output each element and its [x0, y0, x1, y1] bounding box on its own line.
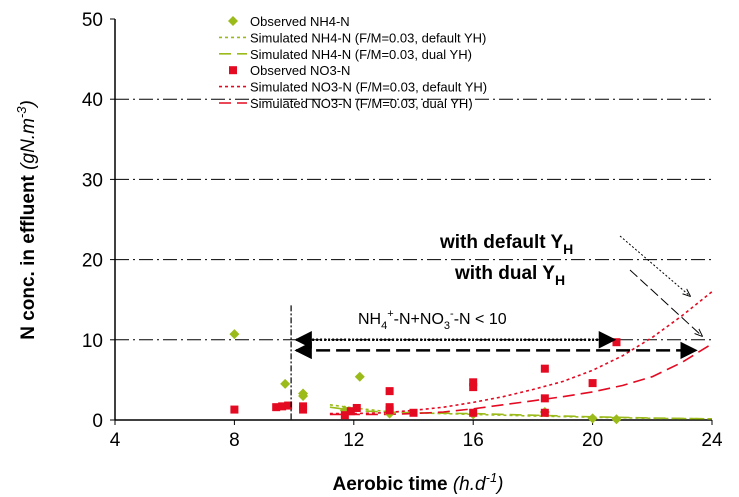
x-axis-title: Aerobic time (h.d-1) [332, 470, 503, 495]
x-axis-unit-end: ) [495, 474, 503, 495]
legend-label: Simulated NH4-N (F/M=0.03, default YH) [250, 30, 486, 45]
legend-item-1: Simulated NH4-N (F/M=0.03, default YH) [219, 30, 486, 45]
y-tick-label: 20 [82, 251, 103, 272]
y-tick-label: 50 [82, 10, 103, 31]
series-layer [229, 291, 713, 425]
legend-marker [228, 16, 238, 26]
y-axis-title: N conc. in effluent (gN.m-3) [14, 100, 39, 340]
point-no3 [278, 402, 287, 411]
point-no3 [272, 403, 281, 412]
pointer-default [619, 235, 690, 296]
series-line-4 [329, 291, 713, 415]
point-no3 [340, 411, 349, 420]
dual-yh-label: with dual YH [454, 263, 565, 288]
default-yh-label: with default YH [439, 232, 573, 257]
legend-item-4: Simulated NO3-N (F/M=0.03, default YH) [219, 80, 487, 95]
x-tick-label: 16 [463, 430, 484, 451]
grid-lines [115, 98, 712, 341]
point-nh4 [280, 378, 291, 389]
legend-item-2: Simulated NH4-N (F/M=0.03, dual YH) [219, 47, 472, 62]
point-no3 [469, 408, 478, 417]
range-label: NH4+-N+NO3--N < 10 [358, 308, 507, 332]
x-axis-unit-sup: -1 [486, 470, 498, 485]
x-tick-label: 20 [582, 430, 603, 451]
point-nh4 [587, 413, 598, 424]
pointer-dual [629, 269, 702, 336]
legend-label: Observed NH4-N [250, 14, 350, 29]
x-axis-unit: (h.d [453, 474, 487, 495]
point-no3 [385, 387, 394, 396]
point-nh4 [354, 371, 365, 382]
x-axis-label: Aerobic time [332, 474, 447, 495]
point-no3 [469, 378, 478, 387]
y-axis-unit: (gN.m [18, 118, 39, 170]
legend-label: Observed NO3-N [250, 63, 350, 78]
y-tick-label: 0 [92, 411, 103, 432]
y-tick-labels: 0 10 20 30 40 50 [82, 10, 103, 432]
x-tick-label: 4 [110, 430, 121, 451]
point-nh4 [298, 390, 309, 401]
point-no3 [385, 406, 394, 415]
y-tick-label: 40 [82, 90, 103, 111]
x-tick-labels: 4 8 12 16 20 24 [110, 430, 723, 451]
y-tick-label: 30 [82, 170, 103, 191]
legend-item-0: Observed NH4-N [228, 14, 350, 29]
legend-label: Simulated NO3-N (F/M=0.03, dual YH) [250, 96, 473, 111]
point-no3 [346, 407, 355, 416]
point-no3 [230, 405, 239, 414]
legend-marker [229, 66, 237, 75]
annotations [290, 235, 702, 420]
series-line-1 [329, 404, 713, 420]
point-no3 [540, 394, 549, 403]
point-no3 [469, 383, 478, 392]
point-no3 [588, 379, 597, 388]
x-tick-label: 8 [229, 430, 240, 451]
legend-label: Simulated NO3-N (F/M=0.03, default YH) [250, 80, 487, 95]
legend-item-5: Simulated NO3-N (F/M=0.03, dual YH) [219, 96, 473, 111]
point-nh4 [229, 329, 240, 340]
point-no3 [540, 364, 549, 373]
point-nh4 [611, 414, 622, 425]
point-no3 [409, 408, 418, 417]
x-tick-label: 24 [701, 430, 723, 451]
point-no3 [284, 401, 293, 410]
y-axis-unit-sup: -3 [14, 106, 29, 118]
legend-item-3: Observed NO3-N [229, 63, 350, 78]
point-no3 [299, 402, 308, 411]
x-tick-label: 12 [343, 430, 364, 451]
point-no3 [540, 408, 549, 417]
y-tick-label: 10 [82, 331, 103, 352]
y-axis-unit-end: ) [18, 100, 39, 108]
point-no3 [352, 403, 361, 412]
legend-label: Simulated NH4-N (F/M=0.03, dual YH) [250, 47, 472, 62]
y-axis-label: N conc. in effluent [18, 174, 39, 339]
